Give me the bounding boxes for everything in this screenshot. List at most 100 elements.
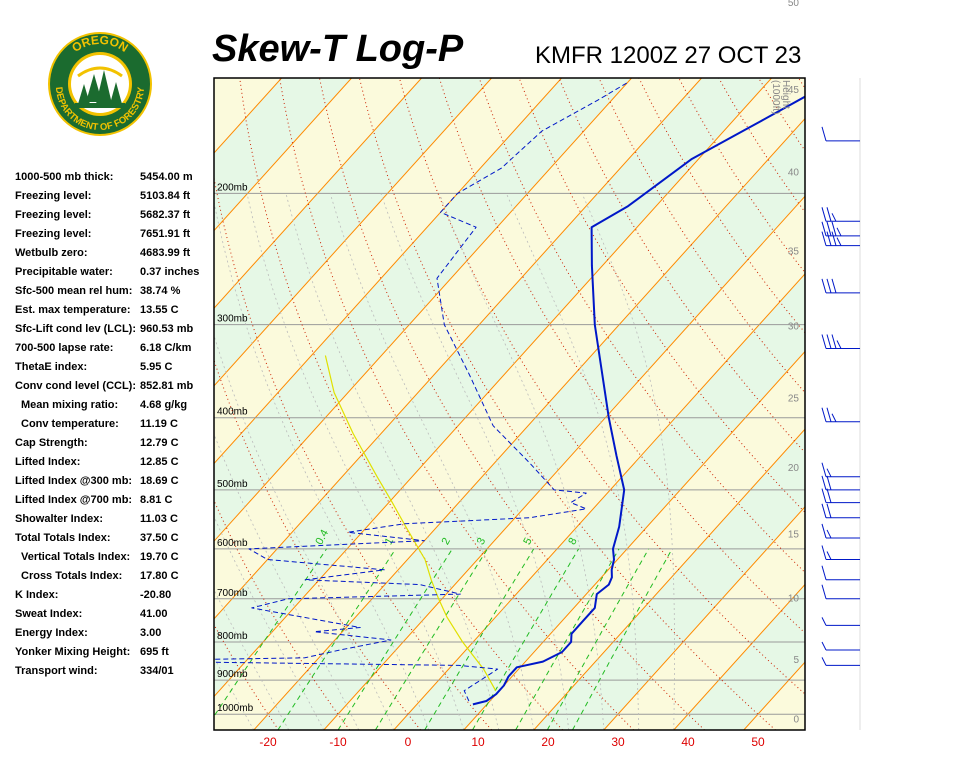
stat-row: Sfc-Lift cond lev (LCL): 960.53 mb [15, 320, 215, 339]
wind-barb-feather [821, 334, 827, 349]
wind-barb-feather [821, 657, 827, 666]
wind-barb-feather [836, 227, 842, 237]
wind-barb-feather [826, 503, 832, 518]
stat-value: 4683.99 ft [140, 247, 191, 259]
stability-indices-panel: 1000-500 mb thick: 5454.00 m Freezing leve… [15, 168, 215, 681]
height-tick-label: 5 [793, 655, 799, 666]
stat-row: Est. max temperature: 13.55 C [15, 301, 215, 320]
station-time-label: KMFR 1200Z 27 OCT 23 [535, 42, 802, 69]
chart-title: Skew-T Log-P [212, 28, 464, 70]
dry-adiabat [798, 78, 805, 90]
x-tick-label: 30 [611, 735, 625, 749]
stat-value: 334/01 [140, 665, 174, 677]
stat-label: 1000-500 mb thick: [15, 171, 114, 183]
wind-barb-feather [831, 221, 837, 236]
stat-row: Cap Strength: 12.79 C [15, 434, 215, 453]
moist-adiabat [285, 193, 500, 730]
stat-value: 5.95 C [140, 361, 173, 373]
stat-label: Cap Strength: [15, 437, 88, 449]
wind-barb [821, 641, 860, 651]
height-tick-label: 50 [788, 0, 800, 9]
wind-barb [821, 126, 860, 142]
moist-adiabat [581, 193, 675, 730]
x-tick-label: 50 [751, 735, 765, 749]
wind-barb [821, 503, 860, 519]
isotherm-line [214, 78, 352, 232]
stat-row: Mean mixing ratio: 4.68 g/kg [15, 396, 215, 415]
stat-label: Showalter Index: [15, 513, 104, 525]
mixing-ratio-label: 5 [521, 536, 534, 547]
pressure-label: 400mb [217, 407, 248, 418]
stat-value: 12.85 C [140, 456, 179, 468]
wind-barb [821, 523, 860, 539]
wind-barb [821, 334, 860, 350]
isotherm-line [214, 78, 632, 542]
stat-label: ThetaE index: [15, 361, 88, 373]
wind-barb-feather [826, 468, 832, 477]
oregon-department-of-forestry-logo: OREGON DEPARTMENT OF FORESTRY [48, 32, 152, 136]
wind-barb [821, 221, 860, 237]
wind-barb [821, 462, 860, 478]
wind-barb-feather [826, 221, 832, 236]
mixing-ratio-line [374, 548, 488, 730]
svg-text:OREGON: OREGON [69, 33, 130, 55]
isotherm-line [214, 78, 422, 310]
stat-label: Wetbulb zero: [15, 247, 88, 259]
wind-barb-feather [826, 488, 832, 503]
stat-label: Est. max temperature: [15, 304, 131, 316]
stat-row: 700-500 lapse rate: 6.18 C/km [15, 339, 215, 358]
moist-adiabat [329, 193, 535, 730]
dry-adiabat [838, 78, 960, 730]
wind-barb [821, 545, 860, 561]
stat-label: Vertical Totals Index: [21, 551, 131, 563]
stat-label: Energy Index: [15, 627, 88, 639]
wind-barb-feather [821, 126, 827, 141]
stat-value: 8.81 C [140, 494, 173, 506]
height-tick-label: 45 [788, 85, 800, 96]
stat-row: Lifted Index @300 mb: 18.69 C [15, 472, 215, 491]
wind-barb-feather [831, 231, 837, 246]
wind-barb-feather [821, 641, 827, 651]
isotherm-line [533, 428, 805, 730]
wind-barb-feather [836, 237, 842, 246]
height-tick-label: 15 [788, 529, 800, 540]
stat-label: Freezing level: [15, 228, 92, 240]
isotherm-line [323, 195, 805, 730]
mixing-ratio-label: 8 [566, 536, 579, 547]
mixing-ratio-label: 2 [440, 536, 453, 547]
dry-adiabat [438, 78, 805, 634]
x-tick-label: 40 [681, 735, 695, 749]
stat-label: Precipitable water: [15, 266, 113, 278]
stat-row: Conv temperature: 11.19 C [15, 415, 215, 434]
wind-barb-feather [821, 475, 827, 491]
height-tick-label: 40 [788, 167, 800, 178]
isotherm-line [214, 78, 702, 620]
wind-barb-feather [826, 529, 832, 539]
stat-value: -20.80 [140, 589, 172, 601]
dry-adiabat [878, 78, 960, 730]
height-tick-label: 0 [793, 714, 799, 725]
isotherm-line [673, 583, 805, 730]
stat-row: Energy Index: 3.00 [15, 624, 215, 643]
x-tick-label: 0 [405, 735, 412, 749]
pressure-label: 1000mb [217, 703, 254, 714]
mixing-ratio-line [337, 548, 453, 730]
stat-label: Conv cond level (CCL): [15, 380, 137, 392]
stat-row: Freezing level: 7651.91 ft [15, 225, 215, 244]
stat-label: Conv temperature: [21, 418, 119, 430]
wind-barb-feather [821, 503, 827, 518]
wind-barb [821, 488, 860, 504]
wind-barb [821, 231, 860, 247]
stat-label: Transport wind: [15, 665, 98, 677]
stat-label: Mean mixing ratio: [21, 399, 119, 411]
wind-barb-feather [821, 617, 827, 626]
isotherm-line [393, 273, 805, 730]
wind-barb-feather [831, 278, 837, 294]
wind-barb-feather [821, 278, 827, 294]
stat-label: Lifted Index @300 mb: [15, 475, 133, 487]
stat-row: Freezing level: 5682.37 ft [15, 206, 215, 225]
evergreen-trees-icon [75, 66, 125, 108]
pressure-label: 600mb [217, 538, 248, 549]
wind-barb-feather [826, 334, 832, 349]
